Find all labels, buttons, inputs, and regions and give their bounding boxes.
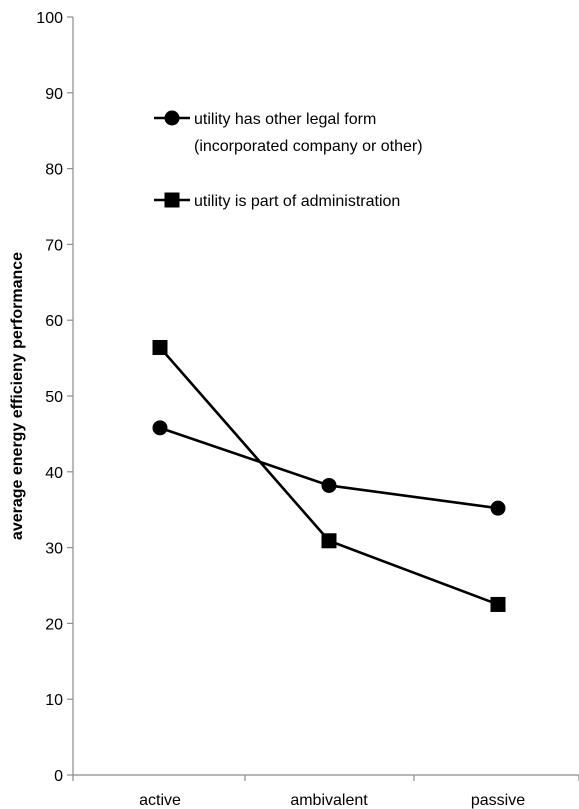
legend-marker-circle — [164, 110, 180, 126]
y-tick-label: 100 — [36, 10, 63, 27]
y-tick-label: 10 — [45, 692, 63, 709]
series-line — [159, 426, 499, 510]
legend-marker-square — [164, 192, 180, 208]
data-point-circle — [152, 420, 168, 436]
series — [152, 339, 506, 612]
data-point-circle — [321, 477, 337, 493]
legend-label: utility has other legal form — [194, 111, 376, 128]
legend: utility has other legal form (incorporate… — [154, 110, 423, 210]
legend-item: utility is part of administration — [154, 192, 400, 210]
y-tick-label: 40 — [45, 465, 63, 482]
legend-item: utility has other legal form (incorporate… — [154, 110, 423, 155]
y-tick-label: 70 — [45, 237, 63, 254]
y-axis: 0 10 20 30 40 50 60 70 80 90 100 — [36, 10, 74, 785]
legend-label-line2: (incorporated company or other) — [194, 138, 423, 155]
y-tick-label: 20 — [45, 616, 63, 633]
y-axis-label: average energy efficieny performance — [9, 252, 26, 540]
y-tick-label: 80 — [45, 162, 63, 179]
data-point-square — [152, 339, 168, 355]
series-line — [159, 346, 499, 606]
data-point-square — [321, 533, 337, 549]
legend-label: utility is part of administration — [194, 193, 400, 210]
y-tick-label: 60 — [45, 313, 63, 330]
x-tick-label: passive — [471, 792, 525, 809]
y-tick-label: 50 — [45, 389, 63, 406]
y-tick-label: 0 — [54, 768, 63, 785]
y-tick-label: 90 — [45, 86, 63, 103]
data-point-circle — [490, 500, 506, 516]
y-tick-label: 30 — [45, 541, 63, 558]
x-axis: active ambivalent passive — [72, 774, 579, 809]
x-tick-label: active — [139, 792, 181, 809]
series-circle — [152, 420, 506, 516]
series-square — [152, 339, 506, 612]
x-tick-label: ambivalent — [290, 792, 368, 809]
data-point-square — [490, 596, 506, 612]
